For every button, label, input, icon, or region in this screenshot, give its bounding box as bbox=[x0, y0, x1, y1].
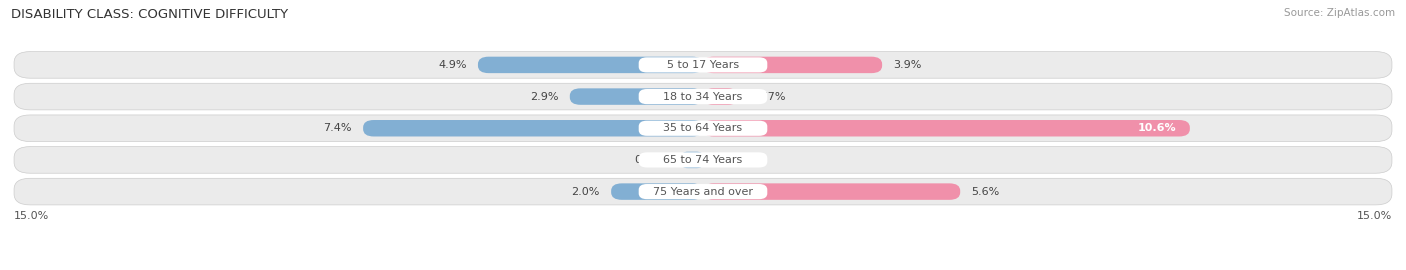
FancyBboxPatch shape bbox=[703, 57, 882, 73]
FancyBboxPatch shape bbox=[638, 184, 768, 199]
FancyBboxPatch shape bbox=[703, 183, 960, 200]
FancyBboxPatch shape bbox=[612, 183, 703, 200]
FancyBboxPatch shape bbox=[638, 152, 768, 167]
FancyBboxPatch shape bbox=[478, 57, 703, 73]
Text: 15.0%: 15.0% bbox=[1357, 211, 1392, 221]
Text: 0.0%: 0.0% bbox=[714, 155, 742, 165]
Text: 7.4%: 7.4% bbox=[323, 123, 352, 133]
FancyBboxPatch shape bbox=[682, 152, 703, 168]
Text: 5.6%: 5.6% bbox=[972, 187, 1000, 197]
FancyBboxPatch shape bbox=[363, 120, 703, 136]
Text: 0.47%: 0.47% bbox=[634, 155, 669, 165]
Text: 2.9%: 2.9% bbox=[530, 92, 558, 102]
FancyBboxPatch shape bbox=[14, 147, 1392, 173]
FancyBboxPatch shape bbox=[14, 52, 1392, 78]
Text: 75 Years and over: 75 Years and over bbox=[652, 187, 754, 197]
Text: 3.9%: 3.9% bbox=[894, 60, 922, 70]
FancyBboxPatch shape bbox=[638, 121, 768, 136]
FancyBboxPatch shape bbox=[703, 88, 738, 105]
Text: DISABILITY CLASS: COGNITIVE DIFFICULTY: DISABILITY CLASS: COGNITIVE DIFFICULTY bbox=[11, 8, 288, 21]
Text: 10.6%: 10.6% bbox=[1137, 123, 1175, 133]
Text: 35 to 64 Years: 35 to 64 Years bbox=[664, 123, 742, 133]
Text: 15.0%: 15.0% bbox=[14, 211, 49, 221]
FancyBboxPatch shape bbox=[638, 89, 768, 104]
Text: 0.77%: 0.77% bbox=[749, 92, 786, 102]
FancyBboxPatch shape bbox=[14, 178, 1392, 205]
FancyBboxPatch shape bbox=[638, 57, 768, 72]
Text: 65 to 74 Years: 65 to 74 Years bbox=[664, 155, 742, 165]
FancyBboxPatch shape bbox=[14, 115, 1392, 141]
Text: 2.0%: 2.0% bbox=[571, 187, 599, 197]
Text: 5 to 17 Years: 5 to 17 Years bbox=[666, 60, 740, 70]
Text: 18 to 34 Years: 18 to 34 Years bbox=[664, 92, 742, 102]
Text: Source: ZipAtlas.com: Source: ZipAtlas.com bbox=[1284, 8, 1395, 18]
FancyBboxPatch shape bbox=[703, 120, 1189, 136]
FancyBboxPatch shape bbox=[569, 88, 703, 105]
Text: 4.9%: 4.9% bbox=[437, 60, 467, 70]
FancyBboxPatch shape bbox=[14, 83, 1392, 110]
